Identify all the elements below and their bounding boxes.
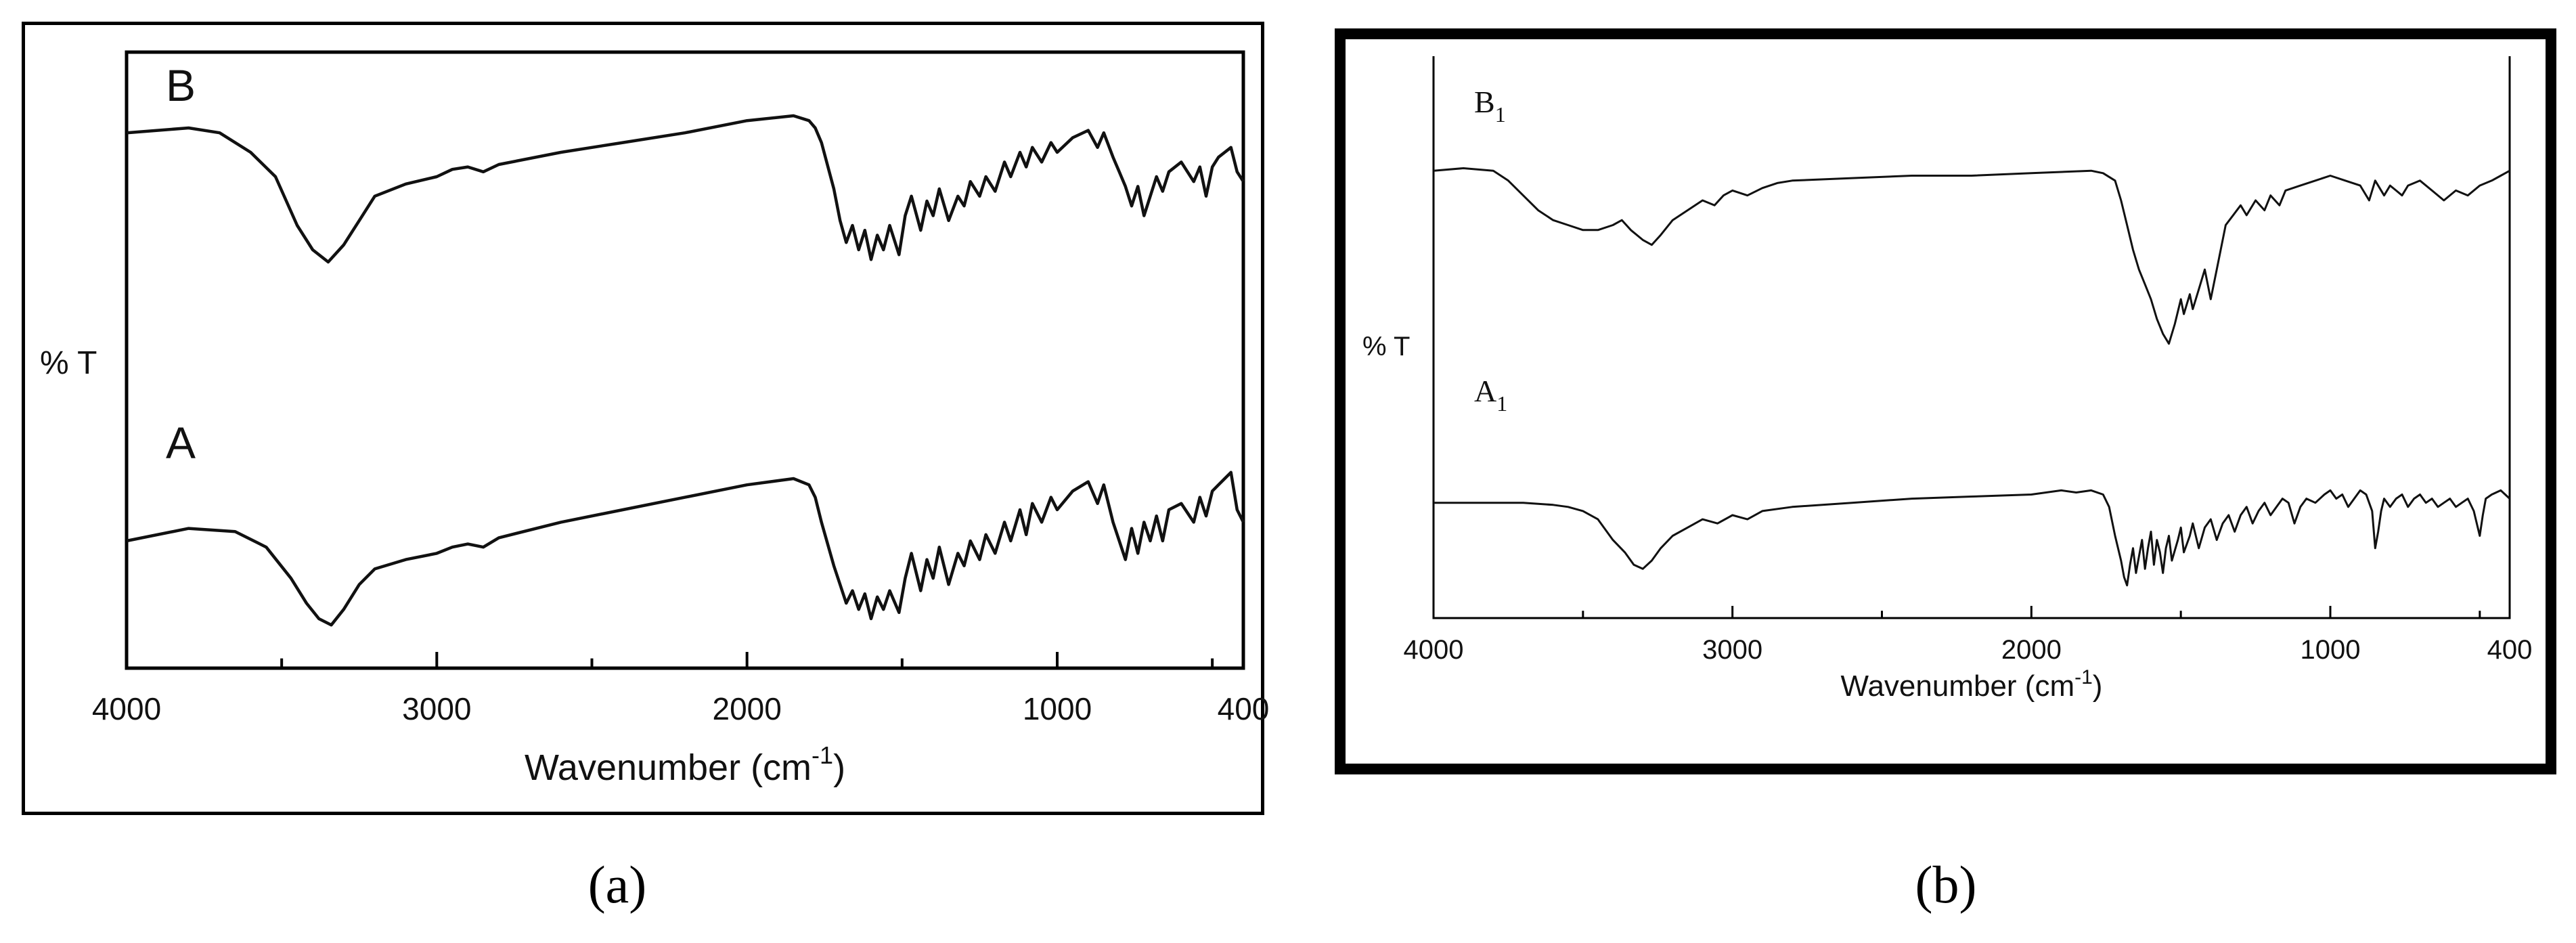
x-tick-label: 4000 xyxy=(1404,635,1464,665)
plot-frame xyxy=(1432,56,2511,619)
x-axis-title: Wavenumber (cm-1) xyxy=(1841,666,2103,703)
chart-a-svg: 4000 3000 2000 1000 400 Wavenumber (cm-1) % T B… xyxy=(40,50,1270,788)
x-tick-label: 2000 xyxy=(712,691,781,726)
plot-frame xyxy=(125,50,1245,670)
chart-panel-b: 4000 3000 2000 1000 400 Wavenumber (cm-1) % T B… xyxy=(1335,28,2556,774)
series-label-a: A xyxy=(166,418,196,468)
x-tick-label: 4000 xyxy=(92,691,161,726)
x-tick-label: 3000 xyxy=(402,691,471,726)
x-tick-label: 1000 xyxy=(2301,635,2361,665)
y-axis-label: % T xyxy=(1362,332,1410,361)
series-line-a xyxy=(126,470,1245,627)
series-label-b: B xyxy=(166,60,196,110)
series-line-a xyxy=(1434,489,2511,587)
series-line-b xyxy=(1433,167,2510,345)
chart-b-svg: 4000 3000 2000 1000 400 Wavenumber (cm-1) % T B… xyxy=(1362,56,2533,703)
caption-a-text: (a) xyxy=(587,855,647,914)
series-label-a: A1 xyxy=(1474,374,1507,416)
caption-b-text: (b) xyxy=(1915,855,1977,914)
caption-b: (b) xyxy=(1915,854,1977,915)
x-tick-label: 2000 xyxy=(2001,635,2062,665)
y-axis-label: % T xyxy=(40,345,97,381)
series-line-b xyxy=(126,114,1245,264)
x-tick-label: 400 xyxy=(1218,691,1270,726)
x-tick-label: 400 xyxy=(2487,635,2533,665)
series-label-b: B1 xyxy=(1474,85,1506,127)
caption-a: (a) xyxy=(588,854,647,915)
x-tick-label: 1000 xyxy=(1023,691,1092,726)
x-tick-label: 3000 xyxy=(1702,635,1762,665)
x-axis-title: Wavenumber (cm-1) xyxy=(525,741,845,788)
chart-panel-a: 4000 3000 2000 1000 400 Wavenumber (cm-1) % T B… xyxy=(22,22,1269,815)
